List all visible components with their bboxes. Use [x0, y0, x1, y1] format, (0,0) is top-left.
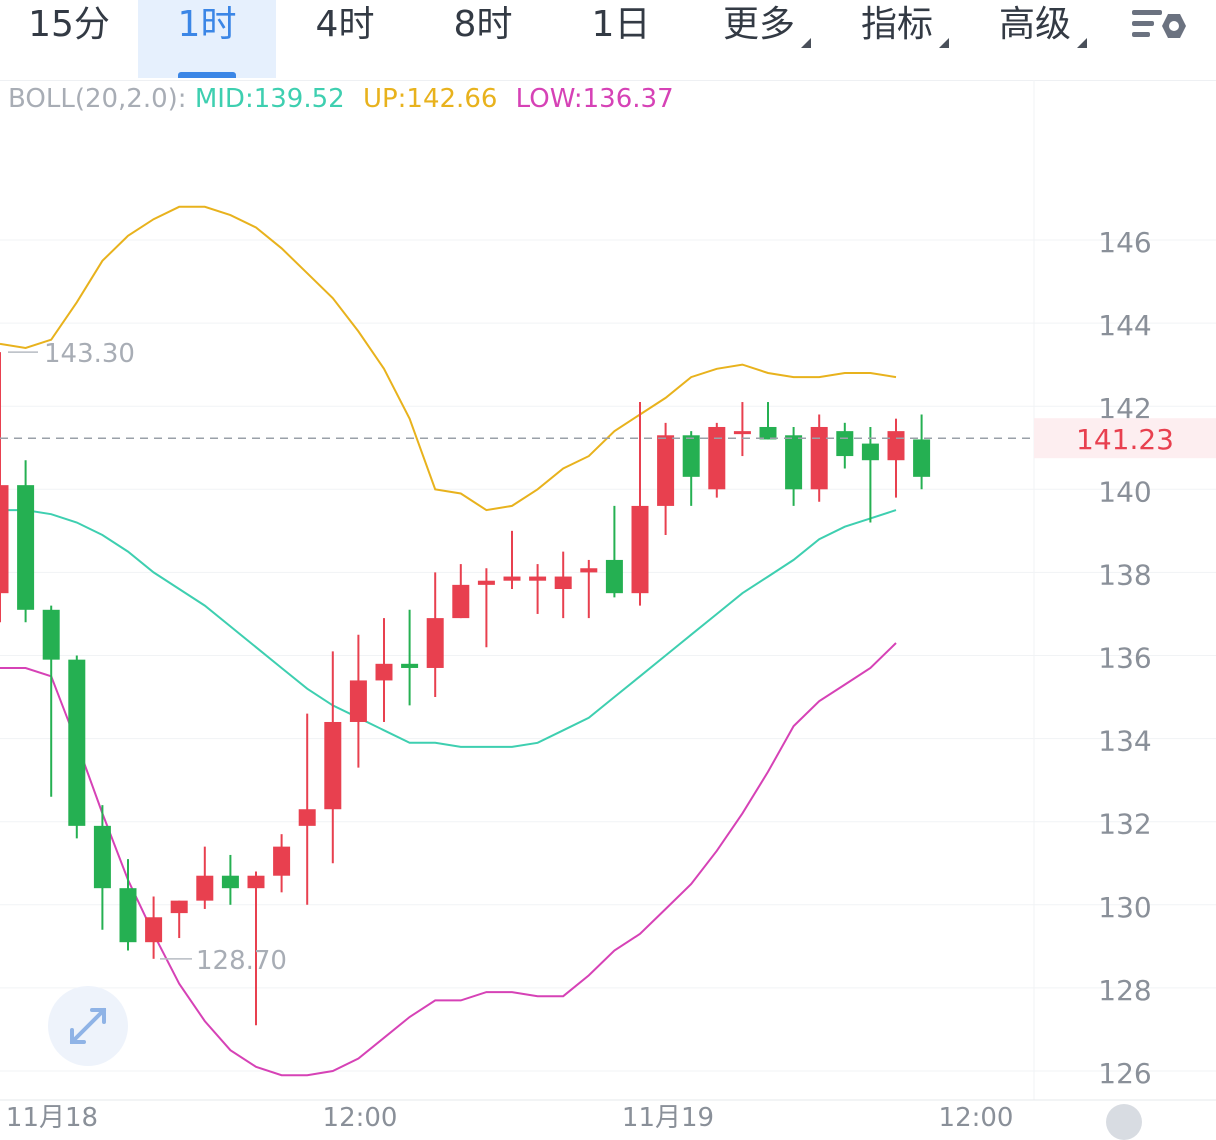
candle-body	[42, 609, 60, 660]
y-tick-label: 138	[1098, 558, 1151, 591]
active-tab-indicator	[178, 72, 236, 78]
candle-body	[221, 875, 239, 889]
boll-legend-name: BOLL(20,2.0):	[8, 84, 187, 114]
candle-body	[785, 435, 803, 490]
candle-body	[273, 846, 291, 876]
k-line-icon[interactable]	[1106, 1104, 1142, 1140]
tab-6[interactable]: 指标	[828, 0, 966, 78]
y-tick-label: 132	[1098, 808, 1151, 841]
boll-lower-band	[0, 642, 897, 1077]
boll-legend-low: LOW:136.37	[515, 84, 674, 114]
dropdown-caret-icon	[1077, 38, 1087, 48]
candle-body	[580, 568, 598, 573]
tab-label: 15分	[28, 4, 110, 45]
boll-legend: BOLL(20,2.0): MID:139.52 UP:142.66 LOW:1…	[8, 84, 684, 114]
tab-0[interactable]: 15分	[0, 0, 138, 78]
candle-body	[836, 431, 854, 457]
candle-body	[733, 431, 751, 435]
y-tick-label: 126	[1098, 1057, 1151, 1090]
y-tick-label: 134	[1098, 725, 1151, 758]
high-price-label: 143.30	[44, 339, 135, 369]
chart-settings-icon[interactable]	[1128, 4, 1190, 50]
candle-body	[477, 580, 495, 585]
candle-body	[810, 426, 828, 490]
candle-body	[759, 426, 777, 440]
candle-body	[887, 431, 905, 461]
candle-body	[631, 505, 649, 594]
current-price-label: 141.23	[1076, 423, 1174, 456]
candle-body	[657, 435, 675, 506]
candle-body	[375, 663, 393, 681]
tab-3[interactable]: 8时	[414, 0, 552, 78]
candle-body	[682, 435, 700, 477]
current-price-badge	[1034, 418, 1216, 459]
candle-body	[119, 888, 137, 943]
timeframe-tabbar: 15分 1时 4时 8时 1日 更多 指标 高级	[0, 0, 1216, 81]
candle-body	[0, 485, 9, 594]
candle-body	[913, 439, 931, 477]
tab-label: 更多	[723, 4, 811, 48]
candle-body	[554, 576, 572, 590]
tab-7[interactable]: 高级	[966, 0, 1104, 78]
candle-body	[349, 680, 367, 722]
y-tick-label: 130	[1098, 891, 1151, 924]
candle-body	[605, 559, 623, 594]
y-tick-label: 140	[1098, 475, 1151, 508]
y-tick-label: 136	[1098, 642, 1151, 675]
boll-mid-band	[0, 509, 897, 748]
candle-body	[708, 426, 726, 490]
candle-body	[503, 576, 521, 581]
boll-legend-up: UP:142.66	[362, 84, 498, 114]
tab-label: 高级	[999, 4, 1087, 48]
candle-body	[861, 443, 879, 461]
candle-body	[68, 659, 86, 826]
tab-1[interactable]: 1时	[138, 0, 276, 78]
dropdown-caret-icon	[801, 38, 811, 48]
x-tick-label: 12:00	[939, 1103, 1014, 1128]
x-tick-label: 11月18	[6, 1103, 98, 1128]
candle-body	[401, 663, 419, 668]
candle-body	[452, 584, 470, 619]
candle-body	[145, 917, 163, 943]
y-tick-label: 146	[1098, 226, 1151, 259]
candle-body	[529, 576, 547, 581]
tab-label: 1时	[177, 4, 237, 45]
tab-label: 1日	[591, 4, 651, 45]
candlestick-chart[interactable]: 146144142140138136134132130128126141.231…	[0, 80, 1216, 1128]
tab-label: 4时	[315, 4, 375, 45]
x-tick-label: 12:00	[323, 1103, 398, 1128]
candle-body	[426, 618, 444, 668]
tab-label: 8时	[453, 4, 513, 45]
low-price-label: 128.70	[196, 946, 287, 976]
boll-upper-band	[0, 205, 897, 512]
candle-body	[324, 721, 342, 810]
candle-body	[93, 825, 111, 889]
tab-5[interactable]: 更多	[690, 0, 828, 78]
tab-2[interactable]: 4时	[276, 0, 414, 78]
candle-body	[196, 875, 214, 901]
tab-label: 指标	[861, 4, 949, 48]
expand-arrows-icon	[70, 1008, 106, 1044]
y-tick-label: 144	[1098, 309, 1151, 342]
candle-body	[170, 900, 188, 914]
candle-body	[247, 875, 265, 889]
boll-legend-mid: MID:139.52	[194, 84, 345, 114]
expand-button[interactable]	[48, 986, 128, 1066]
y-tick-label: 128	[1098, 974, 1151, 1007]
dropdown-caret-icon	[939, 38, 949, 48]
tab-4[interactable]: 1日	[552, 0, 690, 78]
candle-body	[298, 809, 316, 826]
x-tick-label: 11月19	[622, 1103, 714, 1128]
candle-body	[17, 485, 35, 610]
